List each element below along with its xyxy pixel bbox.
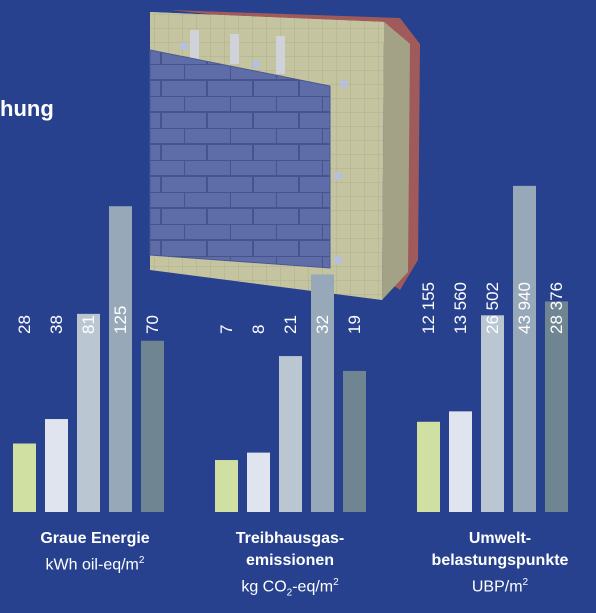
bar-0-1 <box>45 419 68 512</box>
bar-0-3 <box>109 206 132 512</box>
bar-2-0 <box>417 421 440 512</box>
bar-1-3 <box>311 274 334 512</box>
anchor-dowel <box>180 42 188 50</box>
bar-2-1 <box>449 411 472 512</box>
bar-1-4 <box>343 370 366 512</box>
chart-unit: kWh oil-eq/m2 <box>45 555 145 574</box>
bar-0-0 <box>13 443 36 512</box>
bar-1-0 <box>215 460 238 512</box>
value-label: 125 <box>111 306 130 334</box>
value-label: 70 <box>143 315 162 334</box>
value-label: 19 <box>345 315 364 334</box>
page-title-fragment: hung <box>0 96 54 121</box>
chart-title-line-2: emissionen <box>245 552 335 569</box>
value-label: 12 155 <box>419 282 438 334</box>
chart-caption-umweltbelastung: Umwelt- belastungspunkte UBP/m2 <box>405 528 595 598</box>
anchor-dowel <box>334 256 342 264</box>
chart-caption-graue-energie: Graue Energie kWh oil-eq/m2 <box>10 528 180 576</box>
anchor-dowel <box>340 80 348 88</box>
mounting-rail <box>190 30 199 60</box>
bar-1-2 <box>279 356 302 512</box>
chart-title-line-1: Umwelt- <box>468 530 532 547</box>
bar-2-4 <box>545 301 568 512</box>
value-label: 7 <box>217 325 236 334</box>
anchor-dowel <box>252 60 260 68</box>
anchor-dowel <box>334 172 342 180</box>
chart-title: Graue Energie <box>40 530 150 547</box>
bar-0-2 <box>77 313 100 512</box>
bar-2-2 <box>481 315 504 512</box>
value-label: 81 <box>79 315 98 334</box>
bar-2-3 <box>513 185 536 512</box>
insulation-side <box>382 22 410 300</box>
chart-caption-treibhausgas: Treibhausgas- emissionen kg CO2-eq/m2 <box>205 528 375 605</box>
mounting-rail <box>230 34 239 64</box>
chart-title-line-2: belastungspunkte <box>431 552 569 569</box>
value-label: 21 <box>281 315 300 334</box>
cladding-panel <box>149 49 331 269</box>
value-label: 8 <box>249 325 268 334</box>
chart-unit: UBP/m2 <box>471 577 529 596</box>
value-label: 38 <box>47 315 66 334</box>
mounting-rail <box>276 36 285 74</box>
bar-0-4 <box>141 340 164 512</box>
bar-1-1 <box>247 452 270 512</box>
value-label: 28 376 <box>547 282 566 334</box>
value-label: 32 <box>313 315 332 334</box>
chart-title-line-1: Treibhausgas- <box>235 530 345 547</box>
value-label: 26 502 <box>483 282 502 334</box>
value-label: 13 560 <box>451 282 470 334</box>
value-label: 43 940 <box>515 282 534 334</box>
chart-unit: kg CO2-eq/m2 <box>241 577 339 599</box>
value-label: 28 <box>15 315 34 334</box>
